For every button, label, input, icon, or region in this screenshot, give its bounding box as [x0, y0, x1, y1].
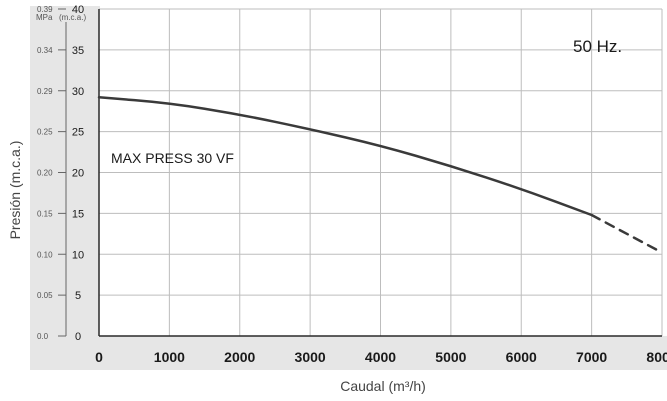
grid-lines: [99, 8, 663, 336]
tick-labels: 00.050.05100.10150.15200.20250.25300.293…: [37, 4, 667, 365]
x-tick-label: 6000: [506, 349, 537, 365]
frequency-label: 50 Hz.: [573, 37, 622, 56]
x-tick-label: 7000: [576, 349, 607, 365]
y-tick-label: 5: [75, 290, 81, 302]
y-tick-label: 15: [72, 208, 84, 220]
y-tick-label: 25: [72, 127, 84, 139]
y-axis-band: [30, 6, 100, 341]
y-tick-label: 20: [72, 168, 84, 180]
mpa-tick-label: 0.20: [37, 169, 53, 178]
mpa-tick-label: 0.15: [37, 209, 53, 218]
x-axis-band: [30, 336, 667, 370]
x-tick-label: 1000: [154, 349, 185, 365]
x-tick-label: 2000: [224, 349, 255, 365]
x-axis-label: Caudal (m³/h): [340, 378, 426, 394]
y-tick-label: 35: [72, 45, 84, 57]
y-tick-label: 0: [75, 331, 81, 343]
mpa-unit-label: MPa: [36, 13, 53, 22]
mca-unit-label: (m.c.a.): [59, 13, 86, 22]
series-lines: [97, 96, 664, 254]
y-tick-label: 30: [72, 86, 84, 98]
mpa-tick-label: 0.39: [37, 5, 53, 14]
x-tick-label: 0: [95, 349, 103, 365]
x-tick-label: 3000: [295, 349, 326, 365]
y-tick-label: 40: [72, 4, 84, 16]
x-tick-label: 4000: [365, 349, 396, 365]
series-line: [97, 96, 593, 217]
mpa-tick-label: 0.05: [37, 291, 53, 300]
series-label: MAX PRESS 30 VF: [111, 150, 234, 166]
mpa-tick-label: 0.29: [37, 87, 53, 96]
mpa-tick-label: 0.0: [37, 332, 49, 341]
mpa-tick-label: 0.25: [37, 128, 53, 137]
axes: [65, 9, 662, 337]
axis-bands: [30, 6, 667, 370]
series-line-dashed: [590, 213, 664, 254]
x-tick-label: 5000: [435, 349, 466, 365]
y-tick-label: 10: [72, 249, 84, 261]
mpa-tick-label: 0.34: [37, 46, 53, 55]
x-tick-label: 8000: [646, 349, 667, 365]
y-axis-label: Presión (m.c.a.): [7, 141, 23, 240]
mpa-tick-label: 0.10: [37, 250, 53, 259]
